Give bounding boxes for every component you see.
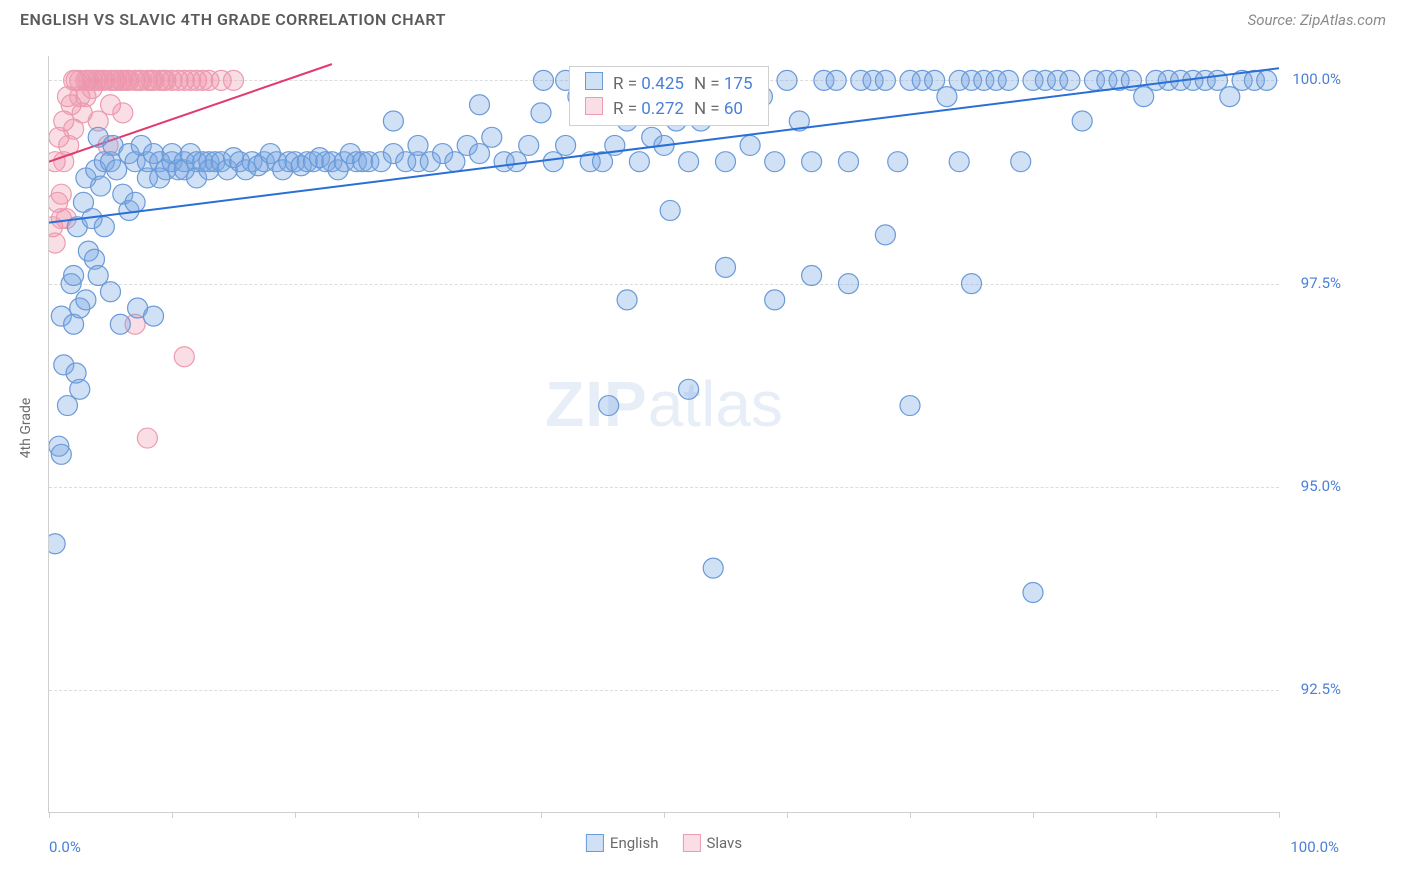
x-tick <box>1156 812 1157 818</box>
english-point <box>445 152 465 172</box>
english-point <box>383 111 403 131</box>
slavs-point <box>137 428 157 448</box>
english-point <box>543 152 563 172</box>
english-point <box>875 225 895 245</box>
english-point <box>716 152 736 172</box>
english-point <box>765 152 785 172</box>
x-tick-label-left: 0.0% <box>49 838 81 856</box>
correlation-legend-box: R = 0.425N = 175R = 0.272N = 60 <box>569 66 769 126</box>
english-swatch <box>586 834 604 852</box>
x-tick <box>49 812 50 818</box>
english-point <box>949 152 969 172</box>
english-point <box>482 127 502 147</box>
english-point <box>49 534 65 554</box>
english-point <box>1011 152 1031 172</box>
legend-row: R = 0.272N = 60 <box>580 96 758 121</box>
english-point <box>802 265 822 285</box>
english-point <box>519 135 539 155</box>
english-point <box>716 257 736 277</box>
english-point <box>64 265 84 285</box>
english-point <box>703 558 723 578</box>
slavs-point <box>113 103 133 123</box>
english-point <box>144 306 164 326</box>
english-point <box>629 152 649 172</box>
y-tick-label: 97.5% <box>1301 274 1341 292</box>
english-point <box>110 314 130 334</box>
english-point <box>107 160 127 180</box>
x-tick <box>541 812 542 818</box>
english-point <box>777 70 797 90</box>
legend-item-slavs: Slavs <box>682 834 742 852</box>
english-point <box>533 70 553 90</box>
english-point <box>1257 70 1277 90</box>
english-point <box>679 152 699 172</box>
english-point <box>94 217 114 237</box>
source-attribution: Source: ZipAtlas.com <box>1248 11 1386 29</box>
english-point <box>1060 70 1080 90</box>
chart-title: ENGLISH VS SLAVIC 4TH GRADE CORRELATION … <box>20 10 446 29</box>
english-point <box>531 103 551 123</box>
english-point <box>925 70 945 90</box>
english-point <box>408 135 428 155</box>
english-point <box>617 290 637 310</box>
english-point <box>1023 583 1043 603</box>
legend-item-english: English <box>586 834 659 852</box>
english-point <box>1134 87 1154 107</box>
x-tick <box>295 812 296 818</box>
english-point <box>888 152 908 172</box>
english-point <box>740 135 760 155</box>
english-legend-label: English <box>610 834 659 852</box>
slavs-point <box>174 347 194 367</box>
english-point <box>51 444 71 464</box>
x-tick <box>787 812 788 818</box>
english-point <box>88 265 108 285</box>
x-tick <box>418 812 419 818</box>
legend-row: R = 0.425N = 175 <box>580 71 758 96</box>
slavs-point <box>49 233 65 253</box>
english-point <box>70 379 90 399</box>
x-tick <box>664 812 665 818</box>
english-point <box>556 135 576 155</box>
y-tick-label: 100.0% <box>1292 70 1341 88</box>
english-point <box>76 290 96 310</box>
english-point <box>660 200 680 220</box>
y-tick-label: 95.0% <box>1301 477 1341 495</box>
english-point <box>599 396 619 416</box>
x-tick <box>172 812 173 818</box>
english-point <box>839 274 859 294</box>
english-point <box>1072 111 1092 131</box>
series-legend: English Slavs <box>586 834 742 852</box>
english-point <box>765 290 785 310</box>
slavs-point <box>224 70 244 90</box>
english-point <box>826 70 846 90</box>
x-tick-label-right: 100.0% <box>1290 838 1339 856</box>
slavs-swatch <box>682 834 700 852</box>
english-point <box>470 95 490 115</box>
scatter-plot-svg <box>49 56 1279 812</box>
english-point <box>470 144 490 164</box>
slavs-point <box>51 184 71 204</box>
x-tick <box>1033 812 1034 818</box>
x-tick <box>910 812 911 818</box>
chart-plot-area: ZIPatlas R = 0.425N = 175R = 0.272N = 60… <box>48 56 1279 813</box>
english-point <box>1220 87 1240 107</box>
english-point <box>900 396 920 416</box>
english-point <box>962 274 982 294</box>
english-point <box>998 70 1018 90</box>
english-point <box>839 152 859 172</box>
english-point <box>125 192 145 212</box>
y-axis-label: 4th Grade <box>18 398 34 459</box>
english-point <box>57 396 77 416</box>
english-point <box>679 379 699 399</box>
x-tick <box>1279 812 1280 818</box>
english-point <box>802 152 822 172</box>
english-point <box>101 282 121 302</box>
english-point <box>506 152 526 172</box>
y-tick-label: 92.5% <box>1301 680 1341 698</box>
slavs-legend-label: Slavs <box>706 834 742 852</box>
english-point <box>937 87 957 107</box>
english-point <box>91 176 111 196</box>
english-point <box>875 70 895 90</box>
english-point <box>1208 70 1228 90</box>
